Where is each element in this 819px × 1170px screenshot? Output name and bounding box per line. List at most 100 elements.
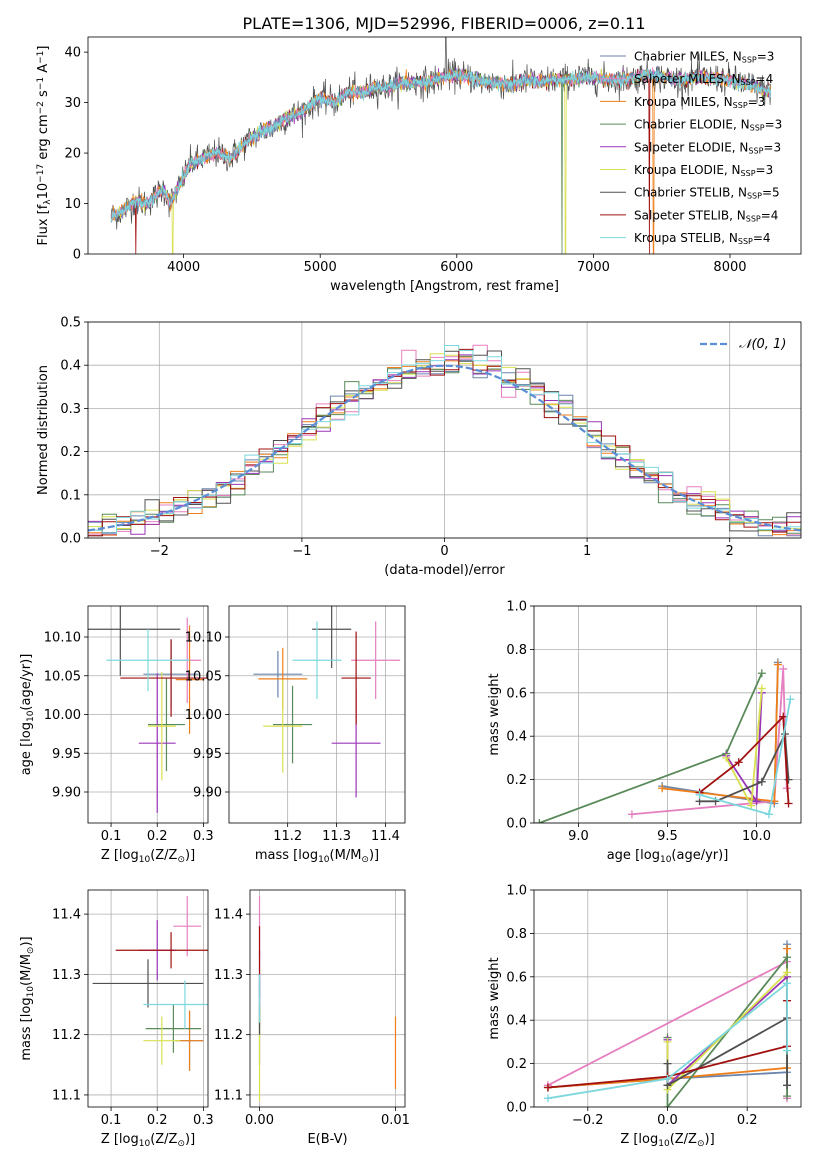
axes-frame xyxy=(87,889,209,1108)
y-tick-label: 10.00 xyxy=(44,708,81,723)
spectrum-legend: Chabrier MILES, NSSP=3 Salpeter MILES, NS… xyxy=(600,50,782,246)
weight-marker xyxy=(757,669,766,678)
weight-series xyxy=(631,668,788,816)
axes-frame xyxy=(87,321,802,539)
weight-marker xyxy=(535,819,544,823)
weight-marker xyxy=(627,810,636,819)
y-tick-label: 1.0 xyxy=(506,600,527,615)
weight-marker xyxy=(734,758,743,767)
y-tick-label: 20 xyxy=(64,147,81,162)
y-axis-label: age [log10(age/yr)] xyxy=(19,654,36,776)
ticks-weight_vs_age: 9.0 9.5 10.0 0.0 0.2 0.4 0.6 0.8 1.0 xyxy=(506,600,771,845)
axes-frame xyxy=(533,605,802,824)
x-tick-label: 4000 xyxy=(167,260,200,275)
weight-marker xyxy=(658,784,667,793)
y-tick-label: 11.3 xyxy=(52,968,81,983)
weight-marker xyxy=(695,790,704,799)
y-axis-label: mass weight xyxy=(487,673,502,755)
y-tick-label: 11.4 xyxy=(52,908,81,923)
x-axis-label: E(B-V) xyxy=(307,1132,347,1147)
weight-marker xyxy=(783,944,792,953)
errorbar-point xyxy=(138,673,176,813)
y-tick-label: 11.1 xyxy=(52,1088,81,1103)
y-tick-label: 0.8 xyxy=(506,643,527,658)
legend-label: Chabrier ELODIE, NSSP=3 xyxy=(634,118,782,133)
y-tick-label: 0.8 xyxy=(506,927,527,942)
ticks-mass_vs_Z: 0.1 0.2 0.3 11.1 11.2 11.3 11.4 xyxy=(52,908,214,1128)
weight-marker xyxy=(783,1081,792,1090)
y-tick-label: 0.4 xyxy=(60,359,81,374)
chart-age_vs_mass: 11.2 11.3 11.4 9.90 9.95 10.00 10.05 10.10 mass … xyxy=(185,605,406,865)
x-tick-label: 0.2 xyxy=(147,829,168,844)
legend-label: Kroupa STELIB, NSSP=4 xyxy=(634,231,771,246)
errorbar-point xyxy=(143,980,208,1029)
x-axis-label: Z [log10(Z/Z⊙)] xyxy=(101,848,195,865)
y-tick-label: 10.10 xyxy=(185,631,222,646)
chart-weight_vs_age: 9.0 9.5 10.0 0.0 0.2 0.4 0.6 0.8 1.0 age [log10(a… xyxy=(487,600,802,865)
y-tick-label: 30 xyxy=(64,96,81,111)
plot-area xyxy=(535,658,795,823)
errorbar-point xyxy=(253,650,303,698)
x-tick-label: −1 xyxy=(292,544,311,559)
y-tick-label: 11.2 xyxy=(52,1028,81,1043)
x-tick-label: 0 xyxy=(440,544,448,559)
y-tick-label: 0.0 xyxy=(506,1101,527,1116)
normal-curve xyxy=(88,364,801,532)
plot-area xyxy=(88,606,208,813)
legend-label: Kroupa ELODIE, NSSP=3 xyxy=(634,163,773,178)
chart-residuals: −2 −1 0 1 2 0.0 0.1 0.2 0.3 0.4 0.5 (data-model)/er… xyxy=(36,316,802,578)
chart-weight_vs_Z: −0.2 0.0 0.2 0.0 0.2 0.4 0.6 0.8 1.0 Z [log10(Z/Z… xyxy=(487,884,802,1149)
x-tick-label: 0.0 xyxy=(657,1113,678,1128)
axes-frame xyxy=(533,889,802,1108)
y-tick-label: 0.5 xyxy=(60,316,81,331)
ticks-residuals: −2 −1 0 1 2 0.0 0.1 0.2 0.3 0.4 0.5 xyxy=(60,316,734,560)
weight-series xyxy=(698,714,790,804)
chart-age_vs_Z: 0.1 0.2 0.3 9.90 9.95 10.00 10.05 10.10 Z [log10… xyxy=(19,605,214,865)
x-tick-label: 0.1 xyxy=(101,829,122,844)
axes-frame xyxy=(228,605,406,824)
x-tick-label: 6000 xyxy=(440,260,473,275)
y-tick-label: 11.2 xyxy=(214,1028,243,1043)
x-tick-label: 9.5 xyxy=(657,829,678,844)
errorbar-point xyxy=(148,678,185,772)
weight-marker xyxy=(783,1046,792,1055)
x-tick-label: 0.3 xyxy=(193,1113,214,1128)
ticks-mass_vs_ebv: 0.00 0.01 11.1 11.2 11.3 11.4 xyxy=(214,908,410,1128)
errorbar-point xyxy=(115,932,208,969)
x-tick-label: 0.00 xyxy=(245,1113,274,1128)
axes-frame xyxy=(249,889,406,1108)
weight-marker xyxy=(663,1059,672,1068)
x-tick-label: 5000 xyxy=(304,260,337,275)
weight-marker xyxy=(786,695,795,704)
figure-title: PLATE=1306, MJD=52996, FIBERID=0006, z=0… xyxy=(242,14,645,33)
y-tick-label: 11.4 xyxy=(214,908,243,923)
weight-marker xyxy=(773,660,782,669)
y-axis-label: Normed distribution xyxy=(36,365,51,495)
weight-marker xyxy=(722,753,731,762)
errorbar-point xyxy=(143,1016,181,1065)
x-axis-label: mass [log10(M/M⊙)] xyxy=(255,848,379,865)
errorbar-point xyxy=(88,606,181,676)
weight-marker xyxy=(757,777,766,786)
errorbar-point xyxy=(120,639,208,717)
y-tick-label: 0.4 xyxy=(506,730,527,745)
y-tick-label: 9.95 xyxy=(52,747,81,762)
axes-frame xyxy=(87,605,209,824)
y-tick-label: 10.10 xyxy=(44,631,81,646)
y-tick-label: 10.05 xyxy=(185,669,222,684)
x-tick-label: 11.4 xyxy=(371,829,400,844)
x-tick-label: 0.01 xyxy=(381,1113,410,1128)
x-axis-label: Z [log10(Z/Z⊙)] xyxy=(101,1132,195,1149)
x-tick-label: 10.0 xyxy=(742,829,771,844)
spectrum-series xyxy=(110,37,772,230)
legend-label: Salpeter MILES, NSSP=4 xyxy=(634,72,773,87)
x-tick-label: 0.2 xyxy=(147,1113,168,1128)
weight-marker xyxy=(543,1083,552,1092)
ticks-age_vs_mass: 11.2 11.3 11.4 9.90 9.95 10.00 10.05 10.10 xyxy=(185,631,400,845)
y-tick-label: 9.95 xyxy=(193,747,222,762)
errorbar-point xyxy=(148,671,176,781)
y-tick-label: 10.00 xyxy=(185,708,222,723)
axes-frame xyxy=(87,36,802,255)
x-axis-label: (data-model)/error xyxy=(384,563,505,578)
